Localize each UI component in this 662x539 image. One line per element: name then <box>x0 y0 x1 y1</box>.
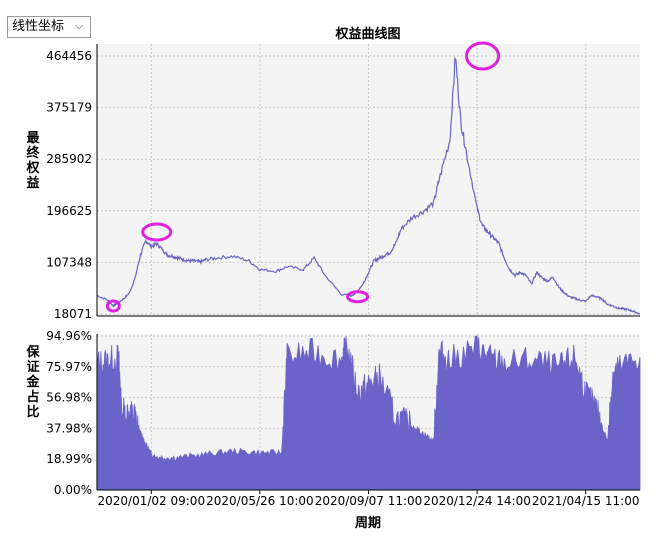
scale-mode-value: 线性坐标 <box>12 19 65 34</box>
equity-y-tick: 375179 <box>46 101 92 115</box>
margin-y-tick: 94.96% <box>46 329 92 343</box>
chart-title: 权益曲线图 <box>334 26 400 42</box>
highlight-marker <box>346 290 370 304</box>
equity-y-tick: 196625 <box>46 204 92 218</box>
equity-line <box>96 56 640 315</box>
equity-y-tick: 464456 <box>46 49 92 63</box>
equity-y-tick: 107348 <box>46 255 92 269</box>
margin-y-tick: 0.00% <box>54 483 92 497</box>
margin-x-ticks: 2020/01/02 09:00 2020/05/26 10:00 2020/09/… <box>98 490 640 508</box>
x-tick-label: 2020/12/24 14:00 <box>423 494 531 508</box>
x-axis-title: 周期 <box>355 516 381 531</box>
x-tick-label: 2020/05/26 10:00 <box>206 494 314 508</box>
equity-y-tick: 18071 <box>54 307 92 321</box>
margin-y-tick: 75.97% <box>46 360 92 374</box>
highlight-marker <box>465 41 501 71</box>
margin-chart: 94.96% 75.97% 56.98% 37.98% 18.99% 0.00% 2020… <box>46 329 641 508</box>
chevron-down-icon: ⌵ <box>75 21 83 32</box>
equity-grid <box>97 44 640 316</box>
x-tick-label: 2021/04/15 11:00 <box>532 494 640 508</box>
margin-y-tick: 37.98% <box>46 421 92 435</box>
margin-area <box>96 335 641 491</box>
margin-y-axis-title: 保证金占比 <box>25 344 40 420</box>
x-tick-label: 2020/01/02 09:00 <box>98 494 206 508</box>
equity-chart: 464456 375179 285902 196625 107348 18071 <box>46 41 640 321</box>
x-tick-label: 2020/09/07 11:00 <box>315 494 423 508</box>
highlight-marker <box>105 299 121 313</box>
margin-y-tick: 56.98% <box>46 391 92 405</box>
margin-y-tick: 18.99% <box>46 452 92 466</box>
equity-y-axis-title: 最终权益 <box>25 131 40 191</box>
equity-y-ticks: 464456 375179 285902 196625 107348 18071 <box>46 49 92 321</box>
scale-mode-select[interactable]: 线性坐标 ⌵ <box>7 16 91 38</box>
equity-y-tick: 285902 <box>46 152 92 166</box>
highlight-marker <box>141 222 173 242</box>
margin-y-ticks: 94.96% 75.97% 56.98% 37.98% 18.99% 0.00% <box>46 329 92 497</box>
equity-markers <box>105 41 501 313</box>
